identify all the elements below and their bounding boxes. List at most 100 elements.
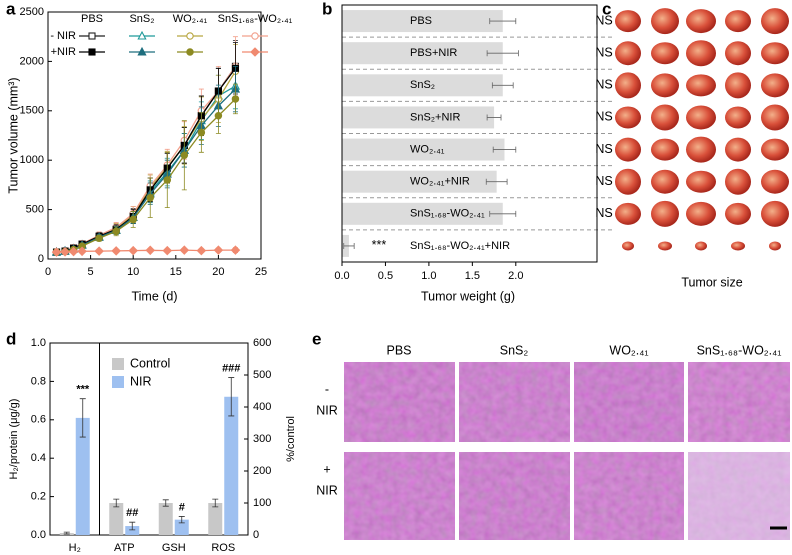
bar	[158, 503, 173, 535]
marker	[88, 32, 96, 40]
tumor-photo	[686, 9, 716, 34]
marker	[180, 151, 189, 160]
x-tick-label: 15	[170, 266, 182, 278]
error-bar	[113, 498, 120, 508]
column-label: WO₂.₄₁	[609, 343, 648, 357]
marker	[214, 111, 223, 120]
tumor-photo	[725, 137, 751, 162]
x-axis-label: Time (d)	[131, 289, 177, 303]
tumor-photo	[695, 241, 707, 251]
bar	[109, 503, 124, 535]
tumor-photo	[761, 104, 789, 131]
marker	[137, 30, 147, 40]
annotation: ***	[76, 384, 90, 396]
marker	[179, 245, 190, 255]
x-tick-label: H₂	[69, 542, 81, 554]
annotation: NS	[595, 206, 612, 220]
bar	[342, 202, 503, 225]
column-label: SnS₁.₆₈-WO₂.₄₁	[697, 343, 782, 357]
legend-header: WO₂.₄₁	[173, 13, 208, 25]
tumor-photo	[651, 104, 679, 131]
caption: Tumor size	[681, 275, 742, 289]
y-tick-label: 0	[38, 253, 44, 265]
y2-tick-label: 600	[253, 337, 271, 349]
error-bar	[485, 178, 508, 185]
tumor-photo	[651, 8, 679, 35]
panel-letter: c	[602, 0, 611, 18]
legend-label: NIR	[130, 374, 152, 388]
tumor-photo	[761, 42, 789, 65]
column-label: SnS₂	[500, 343, 529, 357]
annotation: NS	[595, 142, 612, 156]
tumor-photo	[651, 200, 679, 227]
y2-tick-label: 200	[253, 465, 271, 477]
legend-row-label: +NIR	[51, 46, 76, 58]
legend-header: PBS	[81, 13, 103, 25]
micrograph-texture	[688, 452, 790, 540]
y2-tick-label: 0	[253, 529, 259, 541]
y-tick-label: 0.0	[31, 529, 46, 541]
series-line	[56, 67, 236, 253]
error-bar	[63, 531, 70, 535]
legend-row-label: - NIR	[50, 30, 76, 42]
error-bar	[486, 114, 502, 121]
tumor-photo	[651, 73, 679, 98]
series-line	[56, 70, 236, 253]
legend-header: SnS₁.₆₈-WO₂.₄₁	[218, 13, 293, 25]
tumor-photo	[761, 138, 789, 161]
tumor-photo	[725, 10, 751, 33]
annotation: NS	[595, 13, 612, 27]
marker	[213, 245, 224, 255]
y-tick-label: 1500	[20, 105, 44, 117]
category-label: SnS₂+NIR	[410, 111, 460, 123]
marker	[230, 245, 241, 255]
series-line	[56, 65, 236, 253]
tumor-photo	[725, 41, 751, 66]
y-tick-label: 0.4	[31, 452, 46, 464]
marker	[94, 246, 104, 256]
micrograph-texture	[344, 362, 455, 442]
legend-label: Control	[130, 356, 170, 370]
tumor-photo	[725, 72, 751, 99]
bar	[75, 417, 90, 535]
tumor-photo	[651, 42, 679, 65]
bar	[125, 526, 140, 535]
y-tick-label: 2500	[20, 6, 44, 18]
bar	[342, 10, 503, 33]
error-bar	[343, 242, 355, 249]
category-label: SnS₁.₆₈-WO₂.₄₁	[410, 208, 485, 220]
marker	[145, 245, 156, 256]
panel-letter: d	[6, 329, 16, 348]
error-bar	[489, 210, 517, 217]
histology-grid: PBS SnS₂ WO₂.₄₁ SnS₁.₆₈-WO₂.₄₁ - NIR + N…	[316, 343, 790, 540]
column-label: PBS	[386, 343, 411, 357]
x-tick-label: 2.0	[508, 270, 523, 282]
x-axis-label: Tumor weight (g)	[421, 289, 515, 303]
y-tick-label: 2000	[20, 55, 44, 67]
tumor-photo	[686, 170, 716, 193]
category-label: SnS₂	[410, 79, 435, 91]
error-bar	[212, 498, 219, 508]
tumor-photo	[651, 169, 679, 194]
error-bar	[228, 377, 235, 417]
plot-frame	[341, 4, 598, 263]
tumor-photo	[725, 168, 751, 195]
y-tick-label: 0.2	[31, 491, 46, 503]
x-tick-label: 0.0	[334, 270, 349, 282]
marker	[251, 32, 259, 40]
x-tick-label: ATP	[114, 542, 135, 554]
tumor-photo	[615, 72, 641, 99]
y2-tick-label: 300	[253, 433, 271, 445]
bar	[224, 396, 239, 535]
y-tick-label: 0.8	[31, 375, 46, 387]
micrograph-texture	[459, 452, 570, 540]
error-bar	[79, 398, 86, 438]
y-axis-label: H₂/protein (μg/g)	[8, 399, 20, 480]
category-label: SnS₁.₆₈-WO₂.₄₁+NIR	[410, 240, 510, 252]
x-tick-label: 20	[212, 266, 224, 278]
y-axis-label: Tumor volume (mm³)	[6, 77, 20, 193]
micrograph-texture	[574, 362, 684, 442]
bar	[342, 74, 503, 97]
micrograph-texture	[574, 452, 684, 540]
tumor-photo	[761, 169, 789, 194]
